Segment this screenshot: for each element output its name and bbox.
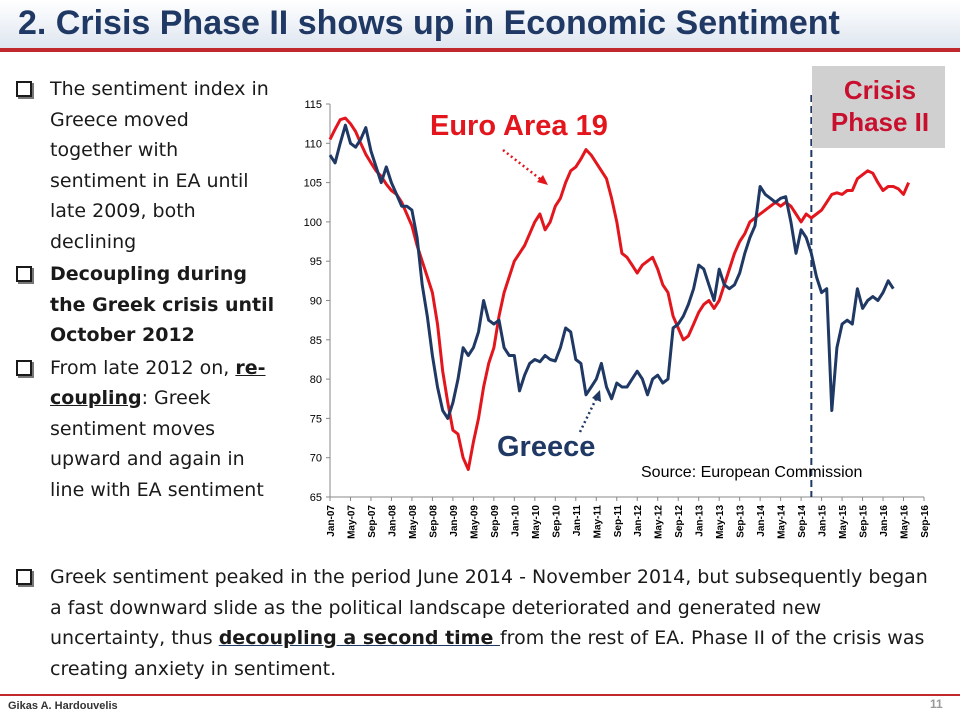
title-bar (0, 0, 960, 48)
x-tick-label: Sep-08 (428, 505, 439, 538)
bullet-2: Decoupling during the Greek crisis until… (10, 259, 275, 351)
x-tick-label: Jan-12 (633, 505, 644, 537)
author-name: Gikas A. Hardouvelis (8, 700, 118, 712)
y-tick-label: 95 (310, 256, 322, 268)
euro-area-pointer-arrowhead (537, 175, 548, 185)
bottom-bullet: Greek sentiment peaked in the period Jun… (10, 562, 940, 686)
x-tick-label: Jan-11 (572, 505, 583, 537)
greece-pointer-arrowhead (592, 390, 601, 402)
y-tick-label: 85 (310, 335, 322, 347)
x-tick-label: Sep-15 (859, 505, 870, 538)
slide-title: 2. Crisis Phase II shows up in Economic … (18, 4, 840, 42)
x-tick-label: Sep-16 (920, 505, 931, 538)
bullet-2-text: Decoupling during the Greek crisis until… (50, 263, 275, 346)
x-tick-label: Sep-09 (490, 505, 501, 538)
bullet-3: From late 2012 on, re-coupling: Greek se… (10, 353, 275, 506)
x-tick-label: Sep-11 (613, 505, 624, 538)
x-tick-label: Jan-10 (510, 505, 521, 537)
x-tick-label: Sep-12 (674, 505, 685, 538)
bullet-4-pre: Greek sentiment peaked in the period Jun… (50, 566, 928, 649)
page-number: 11 (930, 697, 943, 711)
x-tick-label: May-11 (592, 505, 603, 539)
bullet-1: The sentiment index in Greece moved toge… (10, 74, 275, 257)
x-tick-label: Jan-16 (879, 505, 890, 537)
greece-label: Greece (497, 431, 596, 463)
greece-pointer (578, 396, 599, 433)
source-note: Source: European Commission (641, 464, 863, 481)
x-tick-label: Sep-14 (797, 505, 808, 538)
x-tick-label: Jan-09 (449, 505, 460, 537)
x-tick-label: May-10 (531, 505, 542, 539)
euro-area-pointer (502, 149, 545, 183)
x-tick-label: May-15 (838, 505, 849, 539)
x-tick-label: Jan-13 (695, 505, 706, 537)
crisis-phase-box (812, 66, 945, 148)
x-tick-label: Jan-15 (818, 505, 829, 537)
x-tick-label: May-09 (469, 505, 480, 539)
euro-area-label: Euro Area 19 (430, 110, 608, 142)
y-tick-label: 110 (304, 138, 322, 150)
y-tick-label: 70 (310, 453, 322, 465)
y-tick-label: 115 (304, 99, 322, 111)
sentiment-line-chart: 65 70 75 80 85 90 95 100 105 110 115 Jan-07 May-07 Se… (304, 92, 931, 539)
footer-rule (0, 694, 960, 696)
checkbox-bullet-icon (16, 359, 32, 376)
left-bullets: The sentiment index in Greece moved toge… (10, 74, 275, 507)
checkbox-bullet-icon (16, 569, 32, 585)
bullet-4: Greek sentiment peaked in the period Jun… (10, 562, 940, 684)
x-tick-label: Sep-10 (551, 505, 562, 538)
x-tick-label: May-08 (408, 505, 419, 539)
greece-series-line (328, 123, 895, 420)
x-tick-label: Sep-13 (736, 505, 747, 538)
x-tick-label: May-12 (654, 505, 665, 539)
y-tick-label: 80 (310, 374, 322, 386)
bullet-1-text: The sentiment index in Greece moved toge… (50, 78, 269, 253)
y-tick-label: 105 (304, 178, 322, 190)
x-tick-label: Jan-14 (756, 505, 767, 537)
bullet-3-post: : Greek sentiment moves upward and again… (50, 387, 264, 501)
checkbox-bullet-icon (16, 81, 32, 97)
crisis-phase-label: Crisis Phase II (830, 75, 930, 137)
x-tick-label: Sep-07 (367, 505, 378, 538)
title-rule (0, 48, 960, 52)
x-tick-label: May-16 (900, 505, 911, 539)
y-tick-label: 100 (304, 217, 322, 229)
y-tick-label: 75 (310, 413, 322, 425)
bullet-4-post: from the rest of EA. Phase II of the cri… (50, 627, 925, 680)
y-tick-label: 65 (310, 492, 322, 504)
y-tick-label: 90 (310, 296, 322, 308)
x-tick-label: May-13 (715, 505, 726, 539)
x-tick-label: Jan-08 (387, 505, 398, 537)
bullet-4-emph: decoupling a second time (218, 627, 500, 649)
bullet-3-pre: From late 2012 on, (50, 356, 236, 379)
bullet-3-emph: re-coupling (50, 356, 266, 410)
x-tick-label: Jan-07 (326, 505, 337, 537)
x-tick-label: May-14 (777, 505, 788, 539)
euro-area-series-line (328, 116, 910, 471)
x-tick-label: May-07 (346, 505, 357, 539)
checkbox-bullet-icon (16, 266, 32, 282)
